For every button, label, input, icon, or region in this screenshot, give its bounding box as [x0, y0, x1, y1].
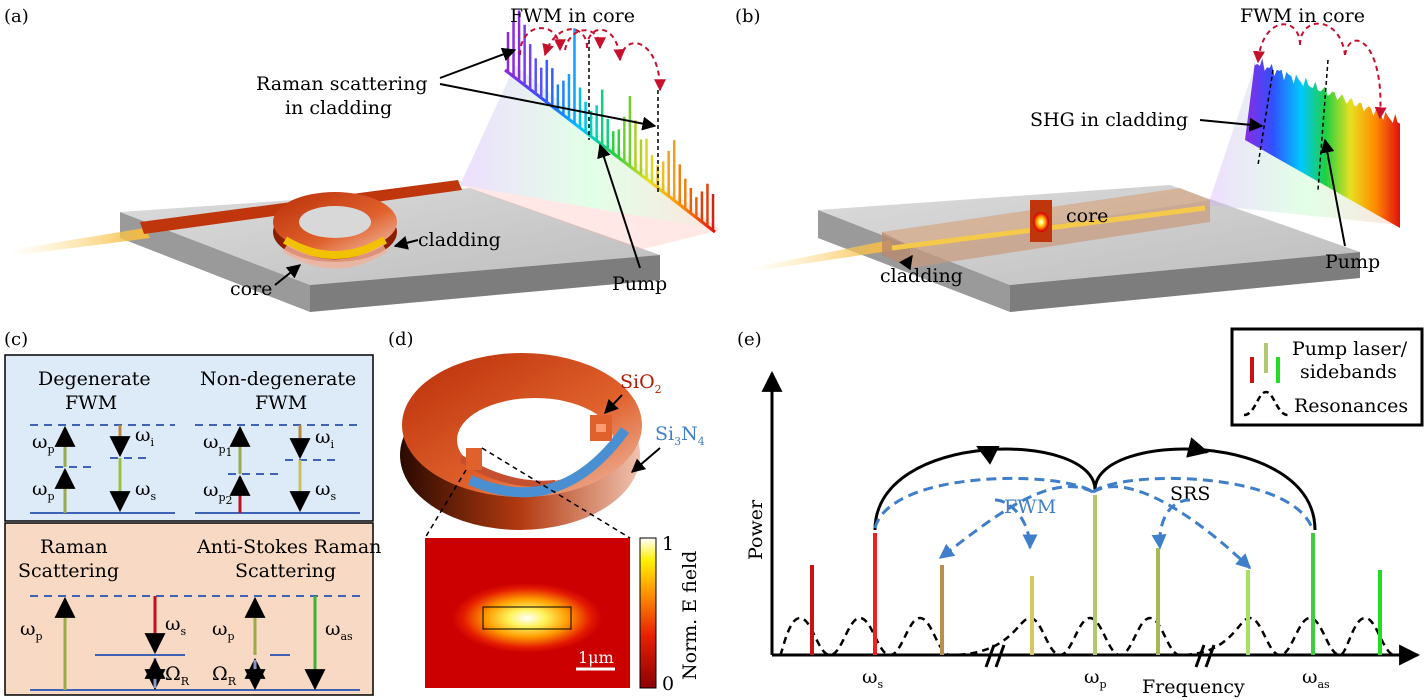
nondegenerate-title-line1: Non-degenerate: [200, 368, 356, 390]
svg-text:ΩR: ΩR: [212, 663, 237, 688]
transition-arrows: [54, 425, 326, 691]
colorbar-max: 1: [662, 533, 674, 555]
panel-e-label: (e): [737, 329, 762, 350]
spectral-line: [810, 565, 814, 655]
pump-label-a: Pump: [612, 273, 667, 295]
panel-e: (e) Power Frequency SRS: [737, 327, 1424, 698]
svg-text:ωas: ωas: [325, 618, 353, 643]
raman-title-line2: Scattering: [18, 560, 119, 582]
fwm-arcs-b: [1252, 22, 1387, 120]
ring-core: [282, 236, 388, 259]
shg-label-b: SHG in cladding: [1030, 109, 1188, 131]
panel-a: (a) FWM in core Raman scatt: [4, 5, 720, 312]
core-label-a: core: [230, 278, 272, 300]
spectral-line: [1311, 533, 1315, 655]
cladding-label-b: cladding: [880, 265, 963, 287]
panel-c: (c) Degenerate FWM Non-degenerate FWM: [4, 329, 381, 696]
colorbar: [639, 537, 657, 689]
ring-hole: [299, 206, 371, 238]
fwm-in-core-label-a: FWM in core: [510, 5, 635, 27]
svg-text:ωp: ωp: [32, 431, 55, 456]
svg-text:ωp: ωp: [212, 618, 235, 643]
legend-resonances: Resonances: [1294, 395, 1408, 417]
svg-text:ωp2: ωp2: [203, 479, 233, 507]
antistokes-title-line1: Anti-Stokes Raman: [196, 536, 381, 558]
spectral-line: [1378, 570, 1382, 655]
core-outline: [482, 606, 572, 630]
spectral-line: [873, 533, 877, 655]
panel-c-label: (c): [4, 329, 28, 350]
si3n4-label: Si3N4: [655, 423, 705, 448]
svg-text:ωi: ωi: [315, 426, 335, 451]
svg-text:ωp1: ωp1: [203, 431, 233, 459]
ring-hole-d: [457, 398, 613, 482]
substrate-side-front: [310, 255, 660, 312]
spectral-line: [1156, 548, 1160, 655]
svg-text:ωs: ωs: [862, 666, 884, 691]
spectral-lines-e: [810, 495, 1382, 655]
colorbar-min: 0: [662, 673, 674, 695]
substrate-side-left: [120, 212, 310, 312]
svg-text:ωs: ωs: [315, 478, 337, 503]
input-beam-b: [750, 240, 895, 272]
svg-text:ωp: ωp: [1084, 666, 1107, 691]
degenerate-title-line1: Degenerate: [38, 368, 151, 390]
spectral-line: [1030, 576, 1034, 655]
panel-b-label: (b): [735, 6, 761, 27]
legend-pump-line1: Pump laser/: [1292, 338, 1408, 360]
y-axis-label: Power: [745, 499, 767, 560]
degenerate-title-line2: FWM: [65, 392, 117, 414]
svg-text:ωp: ωp: [20, 618, 43, 643]
fwm-label-e: FWM: [1004, 496, 1056, 518]
svg-text:ωs: ωs: [135, 478, 157, 503]
raman-label-a-line1: Raman scattering: [256, 73, 427, 95]
sio2-label: SiO2: [620, 371, 662, 396]
fwm-arcs-e: [873, 477, 1314, 570]
svg-text:ΩR: ΩR: [165, 663, 190, 688]
raman-label-a-line2: in cladding: [285, 97, 392, 119]
legend-pump-line2: sidebands: [1300, 361, 1397, 383]
pump-label-b: Pump: [1325, 251, 1380, 273]
core-label-b: core: [1066, 205, 1108, 227]
panel-a-label: (a): [4, 6, 29, 27]
fwm-in-core-label-b: FWM in core: [1240, 5, 1365, 27]
fwm-arcs-a: [519, 27, 666, 92]
resonance-curve: [778, 616, 1396, 657]
cladding-label-a: cladding: [418, 229, 501, 251]
x-axis-label: Frequency: [1142, 676, 1245, 698]
srs-label: SRS: [1170, 483, 1210, 505]
si3n4-core: [467, 427, 630, 498]
spectral-line: [940, 565, 944, 655]
svg-text:ωp: ωp: [32, 478, 55, 503]
scale-label: 1μm: [578, 648, 614, 667]
raman-title-line1: Raman: [40, 536, 108, 558]
antistokes-title-line2: Scattering: [235, 560, 336, 582]
svg-text:ωs: ωs: [165, 613, 187, 638]
nondegenerate-title-line2: FWM: [255, 392, 307, 414]
input-beam: [10, 228, 150, 256]
svg-text:ωas: ωas: [1302, 666, 1330, 691]
legend-box: [1230, 327, 1424, 427]
spectral-line: [1246, 570, 1250, 655]
spectral-line: [1093, 495, 1097, 655]
panel-b: (b) FWM in core SHG in cladding core cla…: [735, 5, 1400, 312]
colorbar-title: Norm. E field: [679, 551, 701, 680]
panel-d-label: (d): [388, 329, 414, 350]
spectrum-fan: [460, 65, 720, 230]
srs-arcs: [873, 437, 1317, 531]
svg-text:ωi: ωi: [135, 424, 155, 449]
panel-d: (d) SiO2 Si3N4 1μm 1 0 Norm. E field: [388, 329, 705, 695]
